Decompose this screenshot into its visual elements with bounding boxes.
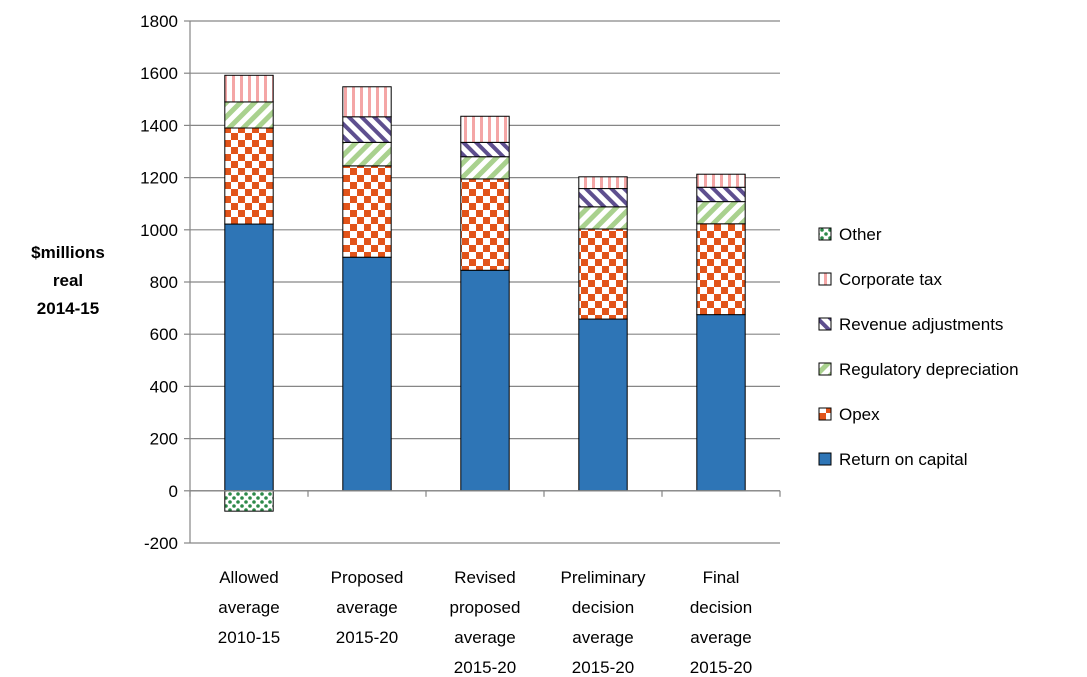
bar-segment: [696, 186, 746, 203]
bar-segment: [578, 206, 628, 230]
y-tick-label: 1400: [140, 116, 178, 135]
legend-swatch: [818, 407, 832, 421]
bars: [224, 74, 746, 512]
y-tick-labels: -200 0 200 400 600 800 1000 1200 1400 1600 1800: [140, 12, 178, 553]
bar-segment: [342, 141, 392, 167]
y-tick-label: 1200: [140, 169, 178, 188]
bar-segment: [342, 86, 392, 118]
y-axis-label: real: [53, 271, 83, 290]
x-category-label: average: [336, 598, 397, 617]
x-category-label: Revised: [454, 568, 515, 587]
bar-segment: [224, 223, 274, 492]
bar-segment: [460, 115, 510, 143]
legend-swatch: [818, 452, 832, 466]
x-category-label: 2015-20: [454, 658, 516, 677]
bar-segment: [578, 188, 628, 208]
legend-label: Regulatory depreciation: [839, 360, 1019, 379]
legend-label: Other: [839, 225, 882, 244]
bar-segment: [224, 74, 274, 103]
bar-segment: [578, 318, 628, 492]
bar-segment: [696, 173, 746, 188]
y-tick-label: 1800: [140, 12, 178, 31]
bar-segment: [460, 178, 510, 271]
bar-segment: [342, 165, 392, 258]
x-category-labels: Allowed average 2010-15 Proposed average 2015…: [218, 568, 752, 677]
bar-segment: [224, 490, 274, 512]
legend-label: Revenue adjustments: [839, 315, 1003, 334]
x-category-label: Allowed: [219, 568, 279, 587]
bar-segment: [460, 269, 510, 492]
x-category-label: 2015-20: [690, 658, 752, 677]
bar-segment: [224, 101, 274, 129]
bar-segment: [342, 116, 392, 143]
y-axis-title: $millions real 2014-15: [31, 243, 105, 318]
x-category-label: Final: [703, 568, 740, 587]
x-category-label: 2015-20: [572, 658, 634, 677]
legend-label: Opex: [839, 405, 880, 424]
legend-label: Return on capital: [839, 450, 968, 469]
bar-segment: [460, 156, 510, 180]
y-tick-label: 1000: [140, 221, 178, 240]
x-category-label: proposed: [450, 598, 521, 617]
y-tick-label: 200: [150, 430, 178, 449]
bar-segment: [696, 223, 746, 316]
legend-swatch: [818, 227, 832, 241]
bar-segment: [696, 201, 746, 225]
x-category-label: average: [218, 598, 279, 617]
x-category-label: average: [690, 628, 751, 647]
bar-segment: [224, 127, 274, 225]
bar-segment: [342, 256, 392, 492]
y-tick-label: 400: [150, 377, 178, 396]
legend: Other Corporate tax Revenue adjustments Reg…: [818, 225, 1019, 469]
x-category-label: decision: [572, 598, 634, 617]
x-category-label: 2015-20: [336, 628, 398, 647]
legend-swatch: [818, 362, 832, 376]
y-tick-label: 0: [169, 482, 178, 501]
legend-swatch: [818, 317, 832, 331]
y-axis-label: 2014-15: [37, 299, 99, 318]
x-category-label: Proposed: [331, 568, 404, 587]
bar-segment: [460, 141, 510, 158]
x-category-label: average: [454, 628, 515, 647]
bar-segment: [578, 176, 628, 190]
y-tick-label: 800: [150, 273, 178, 292]
x-category-label: average: [572, 628, 633, 647]
y-tick-label: 1600: [140, 64, 178, 83]
y-tick-label: -200: [144, 534, 178, 553]
legend-swatch: [818, 272, 832, 286]
axes: [184, 20, 781, 544]
legend-label: Corporate tax: [839, 270, 942, 289]
x-category-label: decision: [690, 598, 752, 617]
y-axis-label: $millions: [31, 243, 105, 262]
x-category-label: Preliminary: [560, 568, 646, 587]
bar-segment: [696, 314, 746, 492]
bar-segment: [578, 228, 628, 320]
y-tick-label: 600: [150, 325, 178, 344]
x-category-label: 2010-15: [218, 628, 280, 647]
